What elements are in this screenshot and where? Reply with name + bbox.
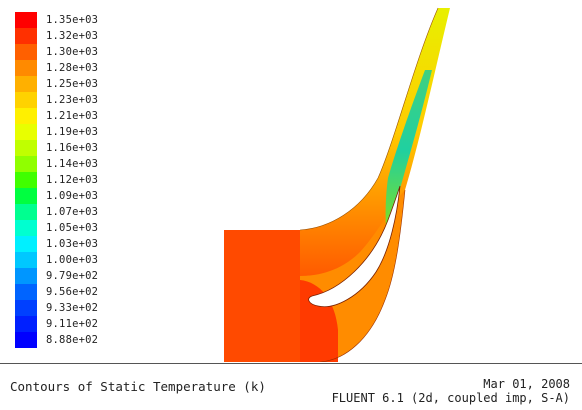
solver-info: FLUENT 6.1 (2d, coupled imp, S-A): [331, 391, 570, 405]
colormap-swatch: [15, 156, 37, 173]
colormap-swatch: [15, 92, 37, 109]
colormap-swatch: [15, 332, 37, 348]
colormap-tick-label: 1.21e+03: [46, 110, 99, 122]
colormap-bar: [15, 12, 37, 348]
colormap-tick-label: 1.25e+03: [46, 78, 99, 90]
colormap-swatch: [15, 60, 37, 77]
colormap-tick-label: 9.79e+02: [46, 270, 99, 282]
colormap-tick-label: 1.35e+03: [46, 14, 99, 26]
colormap-swatch: [15, 172, 37, 189]
blade-airfoil: [308, 185, 401, 308]
outer-passage: [300, 8, 450, 276]
colormap-swatch: [15, 140, 37, 157]
colormap-tick-label: 1.09e+03: [46, 190, 99, 202]
colormap-tick-label: 9.11e+02: [46, 318, 99, 330]
passage-outline-top: [299, 7, 439, 231]
colormap-tick-label: 8.88e+02: [46, 334, 99, 346]
colormap-swatch: [15, 252, 37, 269]
blade-wake: [385, 70, 432, 230]
colormap-tick-label: 1.16e+03: [46, 142, 99, 154]
colormap-swatch: [15, 12, 37, 29]
colormap-tick-label: 9.56e+02: [46, 286, 99, 298]
passage-outline-bottom: [319, 189, 406, 362]
colormap-tick-label: 1.30e+03: [46, 46, 99, 58]
colormap-swatch: [15, 220, 37, 237]
colormap-tick-label: 1.05e+03: [46, 222, 99, 234]
plot-title: Contours of Static Temperature (k): [10, 379, 266, 394]
colormap-swatch: [15, 268, 37, 285]
colormap-swatch: [15, 300, 37, 317]
colormap-swatch: [15, 236, 37, 253]
colormap-tick-label: 1.00e+03: [46, 254, 99, 266]
colormap-swatch: [15, 124, 37, 141]
colormap-swatch: [15, 284, 37, 301]
colormap-tick-label: 1.07e+03: [46, 206, 99, 218]
colormap-swatch: [15, 44, 37, 61]
colormap-tick-label: 1.32e+03: [46, 30, 99, 42]
colormap-swatch: [15, 188, 37, 205]
colormap-swatch: [15, 108, 37, 125]
colormap-tick-label: 9.33e+02: [46, 302, 99, 314]
colormap-swatch: [15, 76, 37, 93]
colormap-tick-label: 1.19e+03: [46, 126, 99, 138]
colormap-tick-label: 1.03e+03: [46, 238, 99, 250]
plot-date: Mar 01, 2008: [483, 377, 570, 391]
colormap-tick-label: 1.14e+03: [46, 158, 99, 170]
colormap-tick-label: 1.23e+03: [46, 94, 99, 106]
contour-plot: [224, 7, 450, 362]
inlet-region: [224, 230, 300, 362]
colormap-tick-label: 1.28e+03: [46, 62, 99, 74]
colormap-swatch: [15, 204, 37, 221]
colormap-tick-label: 1.12e+03: [46, 174, 99, 186]
colormap-swatch: [15, 316, 37, 333]
plot-footer: Contours of Static Temperature (k) Mar 0…: [0, 363, 582, 410]
colormap-swatch: [15, 28, 37, 45]
